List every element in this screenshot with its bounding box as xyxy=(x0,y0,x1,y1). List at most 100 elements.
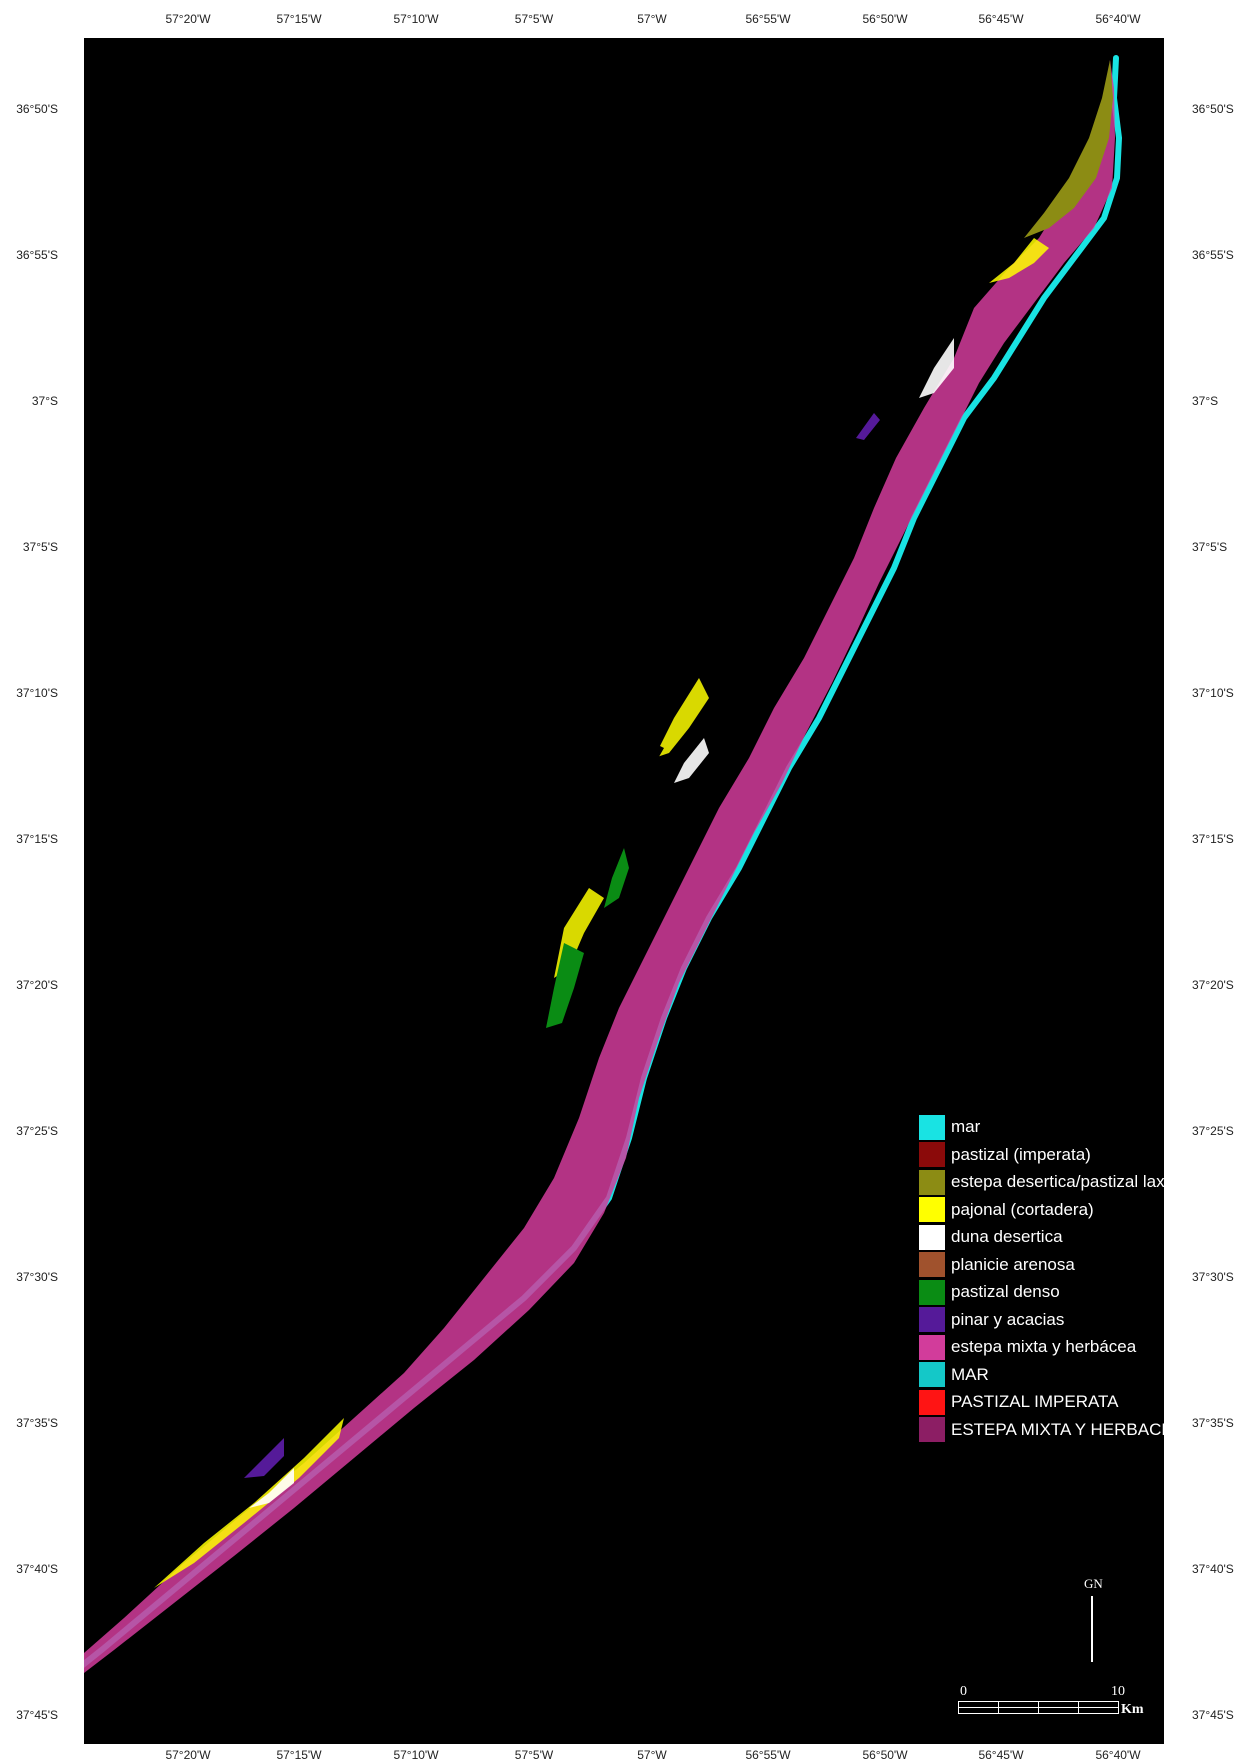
lat-label-right-9: 37°30'S xyxy=(1192,1270,1234,1284)
legend-item: duna desertica xyxy=(919,1224,1063,1250)
lat-label-right-10: 37°35'S xyxy=(1192,1416,1234,1430)
lon-label-top-5: 57°W xyxy=(637,12,667,26)
legend-label: MAR xyxy=(951,1364,989,1384)
lat-label-left-5: 37°10'S xyxy=(16,686,58,700)
scale-bar-graphic xyxy=(958,1701,1119,1714)
legend-swatch xyxy=(919,1334,945,1360)
legend-label: pastizal (imperata) xyxy=(951,1144,1091,1164)
map-frame: mar pastizal (imperata) estepa desertica… xyxy=(84,38,1184,1744)
lon-label-bottom-4: 57°5'W xyxy=(514,1748,554,1762)
legend-swatch xyxy=(919,1389,945,1415)
legend-label: mar xyxy=(951,1117,981,1136)
legend-swatch xyxy=(919,1169,945,1195)
land-pajonal-2 xyxy=(654,678,709,758)
legend-swatch xyxy=(919,1362,945,1387)
legend-item: planicie arenosa xyxy=(919,1252,1075,1278)
lon-label-bottom-2: 57°15'W xyxy=(276,1748,322,1762)
legend-label: pajonal (cortadera) xyxy=(951,1199,1094,1219)
lat-label-right-4: 37°5'S xyxy=(1192,540,1228,554)
lon-label-top-6: 56°55'W xyxy=(745,12,791,26)
legend-label: PASTIZAL IMPERATA xyxy=(951,1392,1119,1411)
north-arrow-line xyxy=(1091,1596,1093,1662)
land-pastizal-denso-2 xyxy=(604,848,629,908)
lon-label-top-7: 56°50'W xyxy=(862,12,908,26)
land-duna-2 xyxy=(674,738,709,783)
legend-swatch xyxy=(919,1307,945,1332)
lon-label-top-8: 56°45'W xyxy=(978,12,1024,26)
lon-label-bottom-5: 57°W xyxy=(637,1748,667,1762)
land-pajonal-4 xyxy=(154,1418,344,1588)
legend-swatch xyxy=(919,1114,945,1140)
lat-label-left-9: 37°30'S xyxy=(16,1270,58,1284)
legend-label: duna desertica xyxy=(951,1227,1063,1246)
legend-swatch xyxy=(919,1252,945,1277)
legend-swatch xyxy=(919,1279,945,1305)
masked-gap-1 xyxy=(859,288,919,348)
lon-label-top-1: 57°20'W xyxy=(165,12,211,26)
lat-label-right-1: 36°50'S xyxy=(1192,102,1234,116)
masked-gap-4 xyxy=(539,848,599,923)
legend-item: ESTEPA MIXTA Y HERBACEA xyxy=(919,1417,1184,1443)
land-pinar-2 xyxy=(856,413,880,440)
lon-label-top-2: 57°15'W xyxy=(276,12,322,26)
lat-label-left-11: 37°40'S xyxy=(16,1562,58,1576)
legend-item: mar xyxy=(919,1114,980,1140)
lat-label-left-3: 37°S xyxy=(31,394,58,408)
lat-label-left-4: 37°5'S xyxy=(22,540,58,554)
lon-label-top-4: 57°5'W xyxy=(514,12,554,26)
lat-label-left-1: 36°50'S xyxy=(16,102,58,116)
lon-label-bottom-6: 56°55'W xyxy=(745,1748,791,1762)
lon-label-top-9: 56°40'W xyxy=(1095,12,1141,26)
lat-label-right-3: 37°S xyxy=(1192,394,1219,408)
coastal-vegetation-map xyxy=(84,55,1123,1673)
lat-label-left-7: 37°20'S xyxy=(16,978,58,992)
lat-label-left-10: 37°35'S xyxy=(16,1416,58,1430)
masked-gap-2 xyxy=(714,458,829,648)
legend-label: pinar y acacias xyxy=(951,1309,1065,1329)
legend-item: PASTIZAL IMPERATA xyxy=(919,1389,1119,1415)
land-pinar-1 xyxy=(244,1438,284,1478)
lat-label-right-6: 37°15'S xyxy=(1192,832,1234,846)
lat-label-right-11: 37°40'S xyxy=(1192,1562,1234,1576)
legend-swatch xyxy=(919,1142,945,1167)
legend-label: estepa mixta y herbácea xyxy=(951,1337,1137,1356)
land-duna-1 xyxy=(919,338,954,398)
lon-label-top-3: 57°10'W xyxy=(393,12,439,26)
land-strip-layer xyxy=(84,60,1115,1673)
legend-label: planicie arenosa xyxy=(951,1254,1075,1274)
north-arrow-label: GN xyxy=(1084,1576,1103,1591)
lat-label-left-12: 37°45'S xyxy=(16,1708,58,1722)
legend-item: pastizal denso xyxy=(919,1279,1060,1305)
lat-label-left-8: 37°25'S xyxy=(16,1124,58,1138)
scale-bar-end-label: 10 xyxy=(1111,1684,1125,1699)
legend-swatch xyxy=(919,1197,945,1222)
lat-label-left-6: 37°15'S xyxy=(16,832,58,846)
lon-label-bottom-1: 57°20'W xyxy=(165,1748,211,1762)
legend-label: pastizal denso xyxy=(951,1282,1060,1301)
lon-label-bottom-3: 57°10'W xyxy=(393,1748,439,1762)
lon-label-bottom-9: 56°40'W xyxy=(1095,1748,1141,1762)
legend-item: estepa mixta y herbácea xyxy=(919,1334,1136,1360)
lat-label-right-8: 37°25'S xyxy=(1192,1124,1234,1138)
legend-label: estepa desertica/pastizal laxo xyxy=(951,1172,1175,1191)
masked-gap-3 xyxy=(594,738,664,828)
legend-item: pinar y acacias xyxy=(919,1307,1064,1333)
land-pastizal-denso-1 xyxy=(546,943,584,1028)
legend-item: pajonal (cortadera) xyxy=(919,1197,1094,1223)
land-pajonal-1 xyxy=(989,238,1049,283)
legend-swatch xyxy=(919,1417,945,1442)
legend-label: ESTEPA MIXTA Y HERBACEA xyxy=(951,1419,1185,1439)
legend-swatch xyxy=(919,1224,945,1250)
land-duna-3 xyxy=(249,1468,294,1508)
lat-label-right-5: 37°10'S xyxy=(1192,686,1234,700)
lon-label-bottom-7: 56°50'W xyxy=(862,1748,908,1762)
scale-bar-unit-label: Km xyxy=(1121,1702,1144,1717)
masked-gap-layer xyxy=(539,288,919,923)
legend-item: MAR xyxy=(919,1362,989,1388)
lat-label-right-12: 37°45'S xyxy=(1192,1708,1234,1722)
lat-label-right-7: 37°20'S xyxy=(1192,978,1234,992)
lat-label-right-2: 36°55'S xyxy=(1192,248,1234,262)
land-estepa-desertica-norte xyxy=(1024,60,1113,238)
scale-bar-start-label: 0 xyxy=(960,1684,967,1699)
lon-label-bottom-8: 56°45'W xyxy=(978,1748,1024,1762)
